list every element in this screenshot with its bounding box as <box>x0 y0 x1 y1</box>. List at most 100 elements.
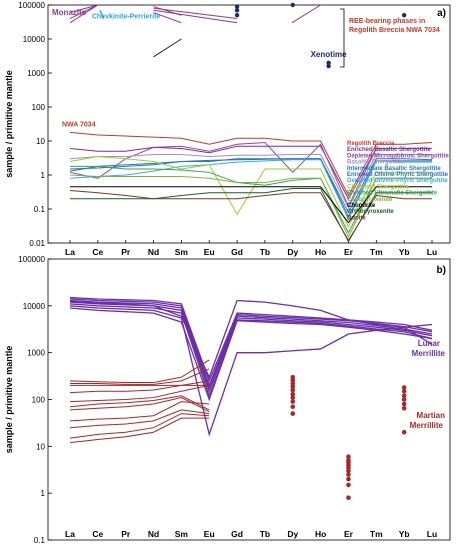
series-line <box>69 158 433 214</box>
monazite-line <box>153 12 182 24</box>
xenotime-point <box>234 8 240 13</box>
chevkinite-line <box>99 9 105 19</box>
x-tick-label: Tm <box>370 247 383 257</box>
martian-dy-point <box>290 384 296 389</box>
x-tick-label: Ce <box>92 529 103 539</box>
x-tick-label: Nd <box>148 247 159 257</box>
xenotime-label: Xenotime <box>311 50 348 59</box>
martian-er-point <box>346 454 351 460</box>
martian-merrillite-line <box>69 397 210 413</box>
martian-merrillite-line <box>69 417 210 444</box>
martian-yb-point <box>401 429 407 435</box>
martian-yb-point <box>401 393 407 399</box>
series-line <box>69 131 433 197</box>
x-tick-label: Lu <box>427 247 437 257</box>
series-line <box>69 174 432 239</box>
legend-entry: Enriched Basaltic Shergottite <box>347 147 431 153</box>
x-tick-label: Yb <box>399 247 410 257</box>
martian-merrillite-line <box>69 409 210 429</box>
y-tick-label: 1000 <box>27 69 45 78</box>
xenotime-point <box>234 13 240 18</box>
legend-entry: Enriched Olivine-Phyric Shergottite <box>347 172 449 178</box>
x-tick-label: Tb <box>260 247 270 257</box>
lunar-label: Merrillite <box>412 349 446 358</box>
lunar-label: Lunar <box>418 339 440 348</box>
legend-entry: Depleted Microgabbroic Shergottite <box>347 153 449 159</box>
monazite-line <box>69 4 98 14</box>
y-tick-label: 10000 <box>23 35 46 44</box>
martian-merrillite-line <box>69 413 210 439</box>
x-tick-label: Sm <box>175 247 189 257</box>
series-line <box>69 154 432 209</box>
y-tick-label: 1000 <box>27 349 45 358</box>
lunar-merrillite-line <box>69 303 433 398</box>
martian-er-point <box>346 472 351 477</box>
legend-entry: Basaltic Shergottite <box>347 160 404 166</box>
series-line <box>69 159 432 221</box>
martian-dy-point <box>290 411 296 416</box>
x-tick-label: Sm <box>175 529 189 539</box>
lunar-merrillite-line <box>69 298 433 388</box>
x-tick-label: Ho <box>315 247 326 257</box>
y-tick-label: 1 <box>41 489 46 498</box>
legend-entry: Dunite <box>347 215 366 221</box>
panel-a: 0.01 0.1 1 10 100 1000 10000 100000 La Ce Pr Nd Sm Eu… <box>4 1 451 257</box>
series-line <box>69 190 432 242</box>
x-tick-label: La <box>65 529 75 539</box>
bracket-label-line: REE-bearing phases in <box>349 18 425 25</box>
x-tick-label: Er <box>344 529 354 539</box>
xenotime-point <box>326 63 331 69</box>
martian-yb-point <box>401 405 407 411</box>
xenotime-point <box>290 2 295 8</box>
martian-merrillite-line <box>70 368 210 385</box>
x-tick-label: La <box>65 247 75 257</box>
martian-er-point <box>346 468 351 474</box>
legend-entry: Chloritoid Shergottite <box>347 184 409 190</box>
martian-label: Martian <box>417 411 446 420</box>
bracket <box>340 8 345 68</box>
martian-merrillite-line <box>69 395 210 411</box>
martian-label: Merrillite <box>410 421 444 430</box>
panel-label: b) <box>437 265 446 276</box>
lunar-merrillite-line <box>69 305 433 437</box>
martian-dy-point <box>290 391 296 397</box>
series-line <box>69 142 432 208</box>
lunar-merrillite-line <box>69 299 433 390</box>
x-tick-label: Dy <box>287 247 298 257</box>
x-tick-label: Yb <box>399 529 410 539</box>
y-tick-label: 100 <box>32 396 46 405</box>
legend-entry: Depleted Olivine-Phyric Shergottite <box>347 178 448 184</box>
martian-dy-point <box>290 395 296 400</box>
legend-entry: Enriched Ultramafic Shergottite <box>347 191 438 197</box>
plot-frame-a <box>47 4 451 244</box>
x-tick-label: Eu <box>204 529 215 539</box>
monazite-line <box>153 7 238 20</box>
series-line <box>69 145 432 200</box>
series-line <box>69 155 432 228</box>
series-line <box>70 186 432 224</box>
x-tick-label: Nd <box>148 529 159 539</box>
legend-entry: Clinopyroxenite <box>347 197 393 203</box>
martian-merrillite-line <box>69 380 210 394</box>
bracket-label-line: Regolith Breccia NWA 7034 <box>349 27 440 34</box>
y-axis-label: sample / primitive mantle <box>4 346 14 454</box>
martian-dy-point <box>290 399 296 404</box>
panel-label: a) <box>437 8 446 19</box>
lunar-merrillite-line <box>69 299 433 379</box>
x-tick-label: Pr <box>121 529 131 539</box>
xenotime-point <box>234 4 240 9</box>
x-tick-label: Lu <box>427 529 437 539</box>
x-tick-label: Ho <box>315 529 326 539</box>
xenotime-point <box>326 60 331 65</box>
monazite-line <box>69 4 99 24</box>
x-tick-label: Er <box>344 247 354 257</box>
martian-yb-point <box>401 385 407 390</box>
martian-dy-point <box>290 377 296 383</box>
series-line <box>70 188 432 243</box>
y-tick-label: 1 <box>41 171 46 180</box>
x-tick-label: Dy <box>287 529 298 539</box>
y-tick-label: 10 <box>36 137 45 146</box>
legend-entry: Intermediate Basaltic Shergottite <box>347 166 441 172</box>
xenotime-point <box>401 13 407 18</box>
